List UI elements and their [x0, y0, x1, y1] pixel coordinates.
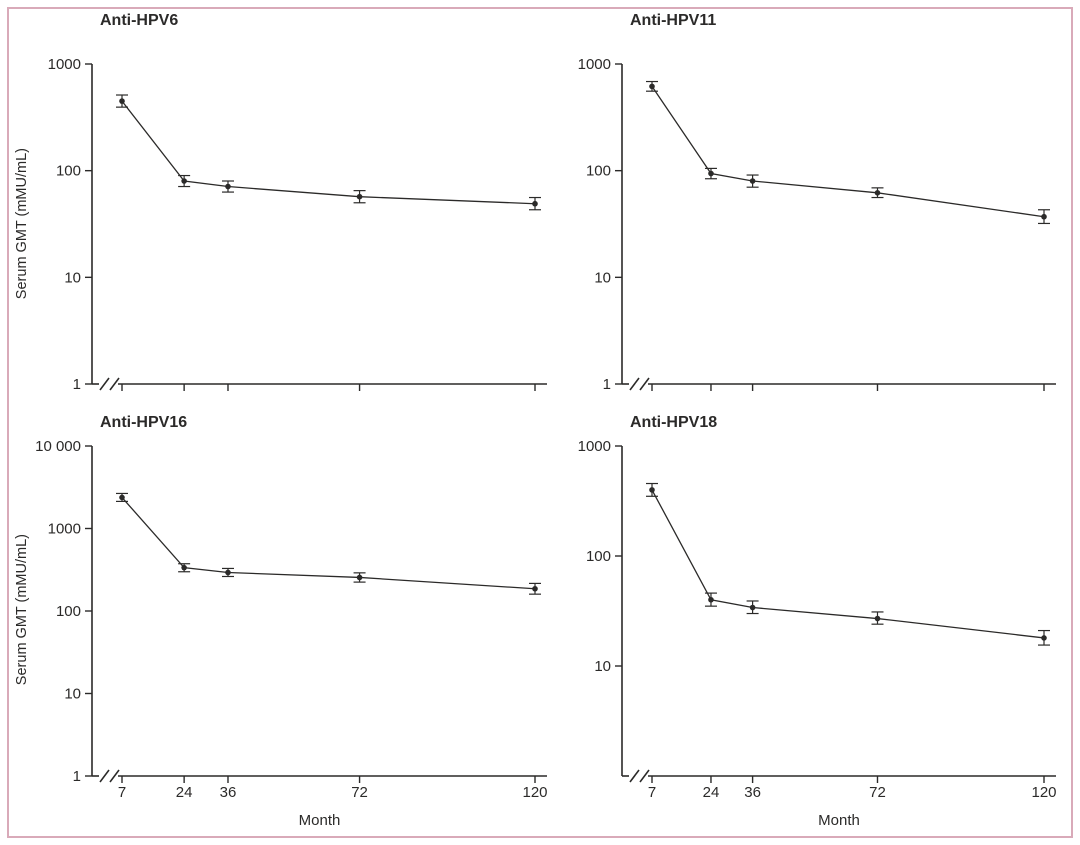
y-tick-label: 1: [603, 376, 611, 393]
x-tick-label: 36: [220, 784, 237, 801]
axis-break-slash: [99, 769, 110, 783]
chart-title-anti-hpv18: Anti-HPV18: [630, 414, 718, 431]
axis-break-slash: [629, 769, 640, 783]
chart-plot-anti-hpv18: 1000 100 10 7 24 36 72 120: [578, 438, 1057, 801]
y-tick-label: 10: [64, 686, 81, 703]
data-point: [649, 83, 655, 90]
data-point: [225, 183, 231, 190]
x-axis-label: Month: [298, 812, 341, 829]
data-point: [119, 494, 125, 501]
data-point: [181, 564, 187, 571]
x-tick-label: 7: [118, 784, 126, 801]
y-tick-label: 10: [64, 269, 81, 286]
y-tick-label: 1000: [578, 438, 611, 455]
series-line: [121, 100, 536, 205]
axis-break-slash: [109, 377, 120, 391]
panel-anti-hpv18: Anti-HPV18 1000 100 10 7 24 36 72 120 Month: [566, 412, 1068, 837]
x-axis-label: Month: [818, 812, 860, 829]
data-point: [708, 170, 714, 177]
y-tick-label: 100: [56, 163, 81, 180]
x-tick-label: 120: [522, 784, 547, 801]
chart-title-anti-hpv6: Anti-HPV6: [100, 12, 179, 29]
data-point: [749, 178, 756, 184]
x-tick-label: 24: [176, 784, 193, 801]
chart-title-anti-hpv16: Anti-HPV16: [100, 414, 188, 431]
y-tick-label: 100: [586, 163, 611, 180]
data-point: [181, 178, 187, 184]
data-point: [119, 98, 125, 104]
axis-break-slash: [109, 769, 120, 783]
axis-break-slash: [629, 377, 640, 391]
series-line: [651, 489, 1045, 639]
y-tick-label: 10 000: [35, 438, 81, 455]
data-point: [225, 569, 231, 576]
series-line: [651, 86, 1045, 218]
y-tick-label: 10: [594, 658, 611, 675]
x-tick-label: 36: [744, 784, 761, 801]
x-tick-label: 120: [1031, 784, 1056, 801]
panel-anti-hpv6: Anti-HPV6 Serum GMT (mMU/mL) 1000 100 10 1: [12, 10, 564, 410]
data-point: [649, 487, 655, 493]
y-tick-label: 1: [73, 768, 81, 785]
data-point: [1041, 635, 1047, 641]
chart-title-anti-hpv11: Anti-HPV11: [630, 12, 717, 29]
y-tick-label: 1000: [48, 521, 81, 538]
x-tick-label: 72: [351, 784, 368, 801]
data-point: [356, 574, 363, 581]
chart-plot-anti-hpv6: 1000 100 10 1: [48, 56, 547, 393]
axis-break-slash: [99, 377, 110, 391]
data-point: [874, 190, 881, 196]
x-tick-label: 7: [648, 784, 656, 801]
data-point: [1041, 213, 1047, 220]
data-point: [708, 596, 714, 603]
x-tick-label: 72: [869, 784, 886, 801]
panel-anti-hpv16: Anti-HPV16 Serum GMT (mMU/mL) 10 000 1000…: [12, 412, 564, 837]
data-point: [749, 604, 756, 611]
y-tick-label: 1: [73, 376, 81, 393]
data-point: [532, 585, 538, 592]
y-tick-label: 1000: [578, 56, 611, 73]
panel-anti-hpv11: Anti-HPV11 1000 100 10 1: [566, 10, 1068, 410]
y-tick-label: 1000: [48, 56, 81, 73]
series-line: [121, 497, 536, 590]
y-tick-label: 100: [586, 548, 611, 565]
data-point: [356, 193, 363, 200]
data-point: [532, 200, 538, 207]
data-point: [874, 615, 881, 622]
x-tick-label: 24: [703, 784, 720, 801]
axis-break-slash: [639, 377, 650, 391]
chart-plot-anti-hpv11: 1000 100 10 1: [578, 56, 1056, 393]
y-tick-label: 100: [56, 603, 81, 620]
y-tick-label: 10: [594, 269, 611, 286]
axis-break-slash: [639, 769, 650, 783]
